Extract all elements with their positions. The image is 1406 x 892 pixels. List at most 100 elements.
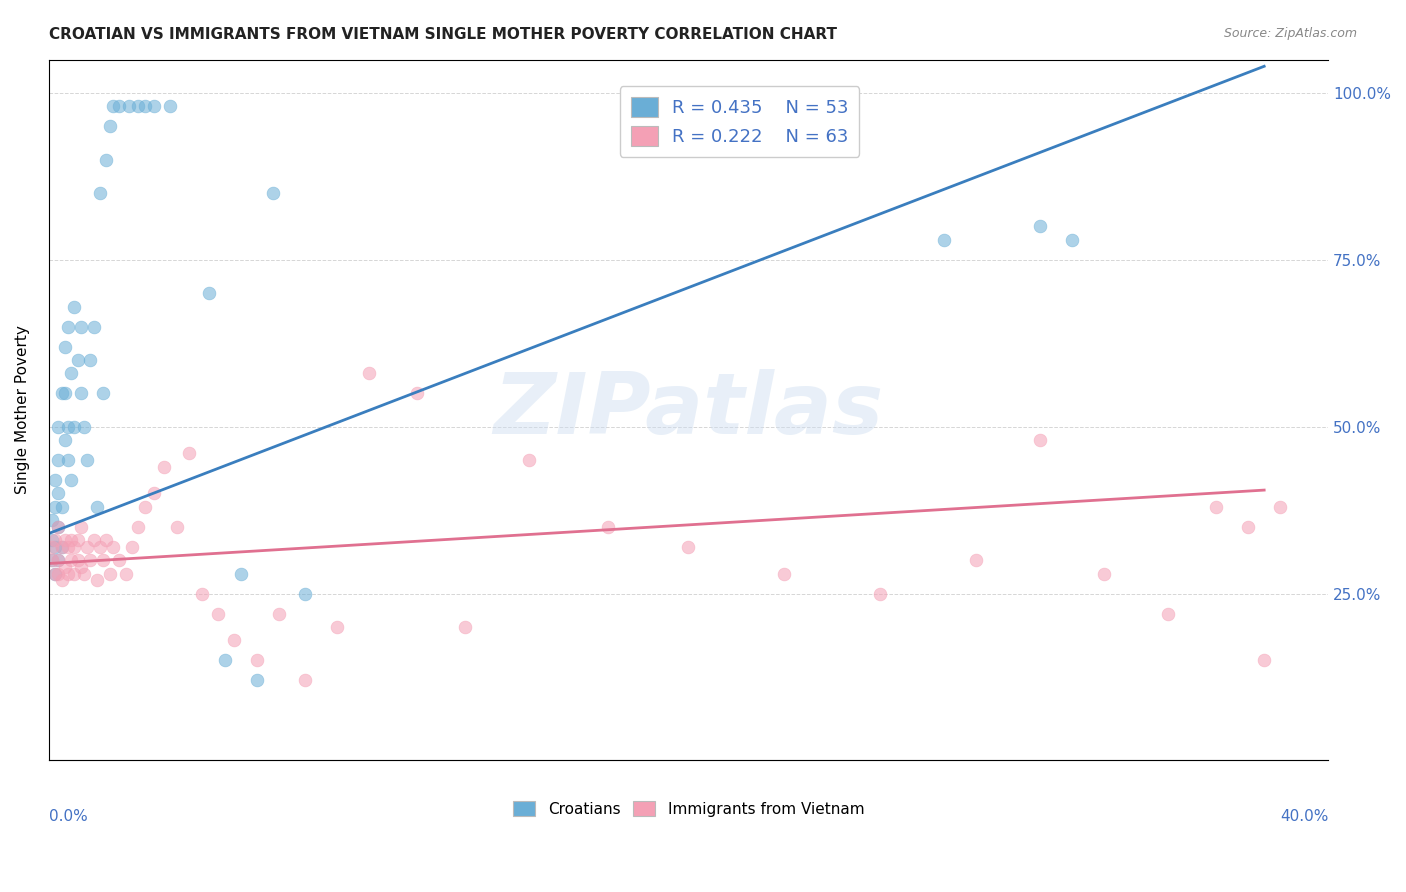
Point: [46, 486, 69, 500]
Point: [63, 300, 86, 314]
Point: [357, 366, 380, 380]
Point: [179, 446, 201, 460]
Point: [869, 586, 891, 600]
Point: [44, 533, 66, 548]
Point: [46, 566, 69, 581]
Point: [453, 620, 475, 634]
Point: [262, 186, 284, 200]
Point: [41, 533, 63, 548]
Point: [89, 540, 111, 554]
Point: [46, 419, 69, 434]
Point: [96, 153, 118, 167]
Point: [83, 319, 105, 334]
Point: [56, 319, 79, 334]
Point: [153, 459, 176, 474]
Point: [1157, 607, 1180, 621]
Point: [127, 520, 149, 534]
Point: [159, 99, 181, 113]
Point: [1029, 433, 1052, 447]
Text: ZIPatlas: ZIPatlas: [494, 368, 883, 451]
Point: [598, 520, 620, 534]
Point: [1237, 520, 1260, 534]
Point: [127, 99, 149, 113]
Point: [1062, 233, 1084, 247]
Point: [63, 566, 86, 581]
Point: [60, 533, 83, 548]
Point: [76, 453, 98, 467]
Point: [56, 419, 79, 434]
Point: [46, 553, 69, 567]
Point: [51, 500, 73, 514]
Point: [197, 286, 219, 301]
Point: [44, 500, 66, 514]
Point: [41, 553, 63, 567]
Point: [44, 540, 66, 554]
Point: [191, 586, 214, 600]
Text: Source: ZipAtlas.com: Source: ZipAtlas.com: [1223, 27, 1357, 40]
Text: 0.0%: 0.0%: [49, 809, 87, 824]
Point: [41, 513, 63, 527]
Point: [1029, 219, 1052, 234]
Point: [69, 386, 91, 401]
Point: [69, 559, 91, 574]
Point: [121, 540, 143, 554]
Point: [108, 99, 131, 113]
Point: [69, 319, 91, 334]
Point: [53, 340, 76, 354]
Point: [773, 566, 796, 581]
Point: [56, 566, 79, 581]
Point: [101, 540, 124, 554]
Point: [53, 386, 76, 401]
Point: [325, 620, 347, 634]
Point: [166, 520, 188, 534]
Point: [89, 186, 111, 200]
Point: [207, 607, 229, 621]
Text: CROATIAN VS IMMIGRANTS FROM VIETNAM SINGLE MOTHER POVERTY CORRELATION CHART: CROATIAN VS IMMIGRANTS FROM VIETNAM SING…: [49, 27, 837, 42]
Point: [56, 453, 79, 467]
Point: [229, 566, 252, 581]
Point: [51, 386, 73, 401]
Point: [46, 520, 69, 534]
Point: [101, 99, 124, 113]
Legend: Croatians, Immigrants from Vietnam: Croatians, Immigrants from Vietnam: [506, 795, 870, 822]
Point: [79, 553, 101, 567]
Point: [63, 540, 86, 554]
Point: [224, 633, 246, 648]
Point: [46, 453, 69, 467]
Point: [1205, 500, 1227, 514]
Point: [246, 673, 269, 688]
Text: 40.0%: 40.0%: [1279, 809, 1329, 824]
Point: [98, 566, 121, 581]
Point: [294, 673, 316, 688]
Point: [294, 586, 316, 600]
Point: [53, 533, 76, 548]
Point: [1268, 500, 1291, 514]
Point: [46, 520, 69, 534]
Point: [214, 653, 236, 667]
Point: [51, 540, 73, 554]
Point: [44, 473, 66, 487]
Point: [66, 553, 89, 567]
Point: [69, 520, 91, 534]
Point: [405, 386, 427, 401]
Point: [83, 533, 105, 548]
Point: [53, 559, 76, 574]
Point: [98, 120, 121, 134]
Point: [267, 607, 290, 621]
Point: [246, 653, 269, 667]
Point: [56, 540, 79, 554]
Point: [91, 553, 114, 567]
Point: [114, 566, 136, 581]
Point: [134, 500, 156, 514]
Point: [91, 386, 114, 401]
Point: [53, 433, 76, 447]
Point: [143, 99, 166, 113]
Point: [73, 419, 96, 434]
Point: [86, 573, 108, 587]
Point: [517, 453, 540, 467]
Point: [60, 473, 83, 487]
Point: [79, 353, 101, 368]
Y-axis label: Single Mother Poverty: Single Mother Poverty: [15, 326, 30, 494]
Point: [1092, 566, 1115, 581]
Point: [66, 353, 89, 368]
